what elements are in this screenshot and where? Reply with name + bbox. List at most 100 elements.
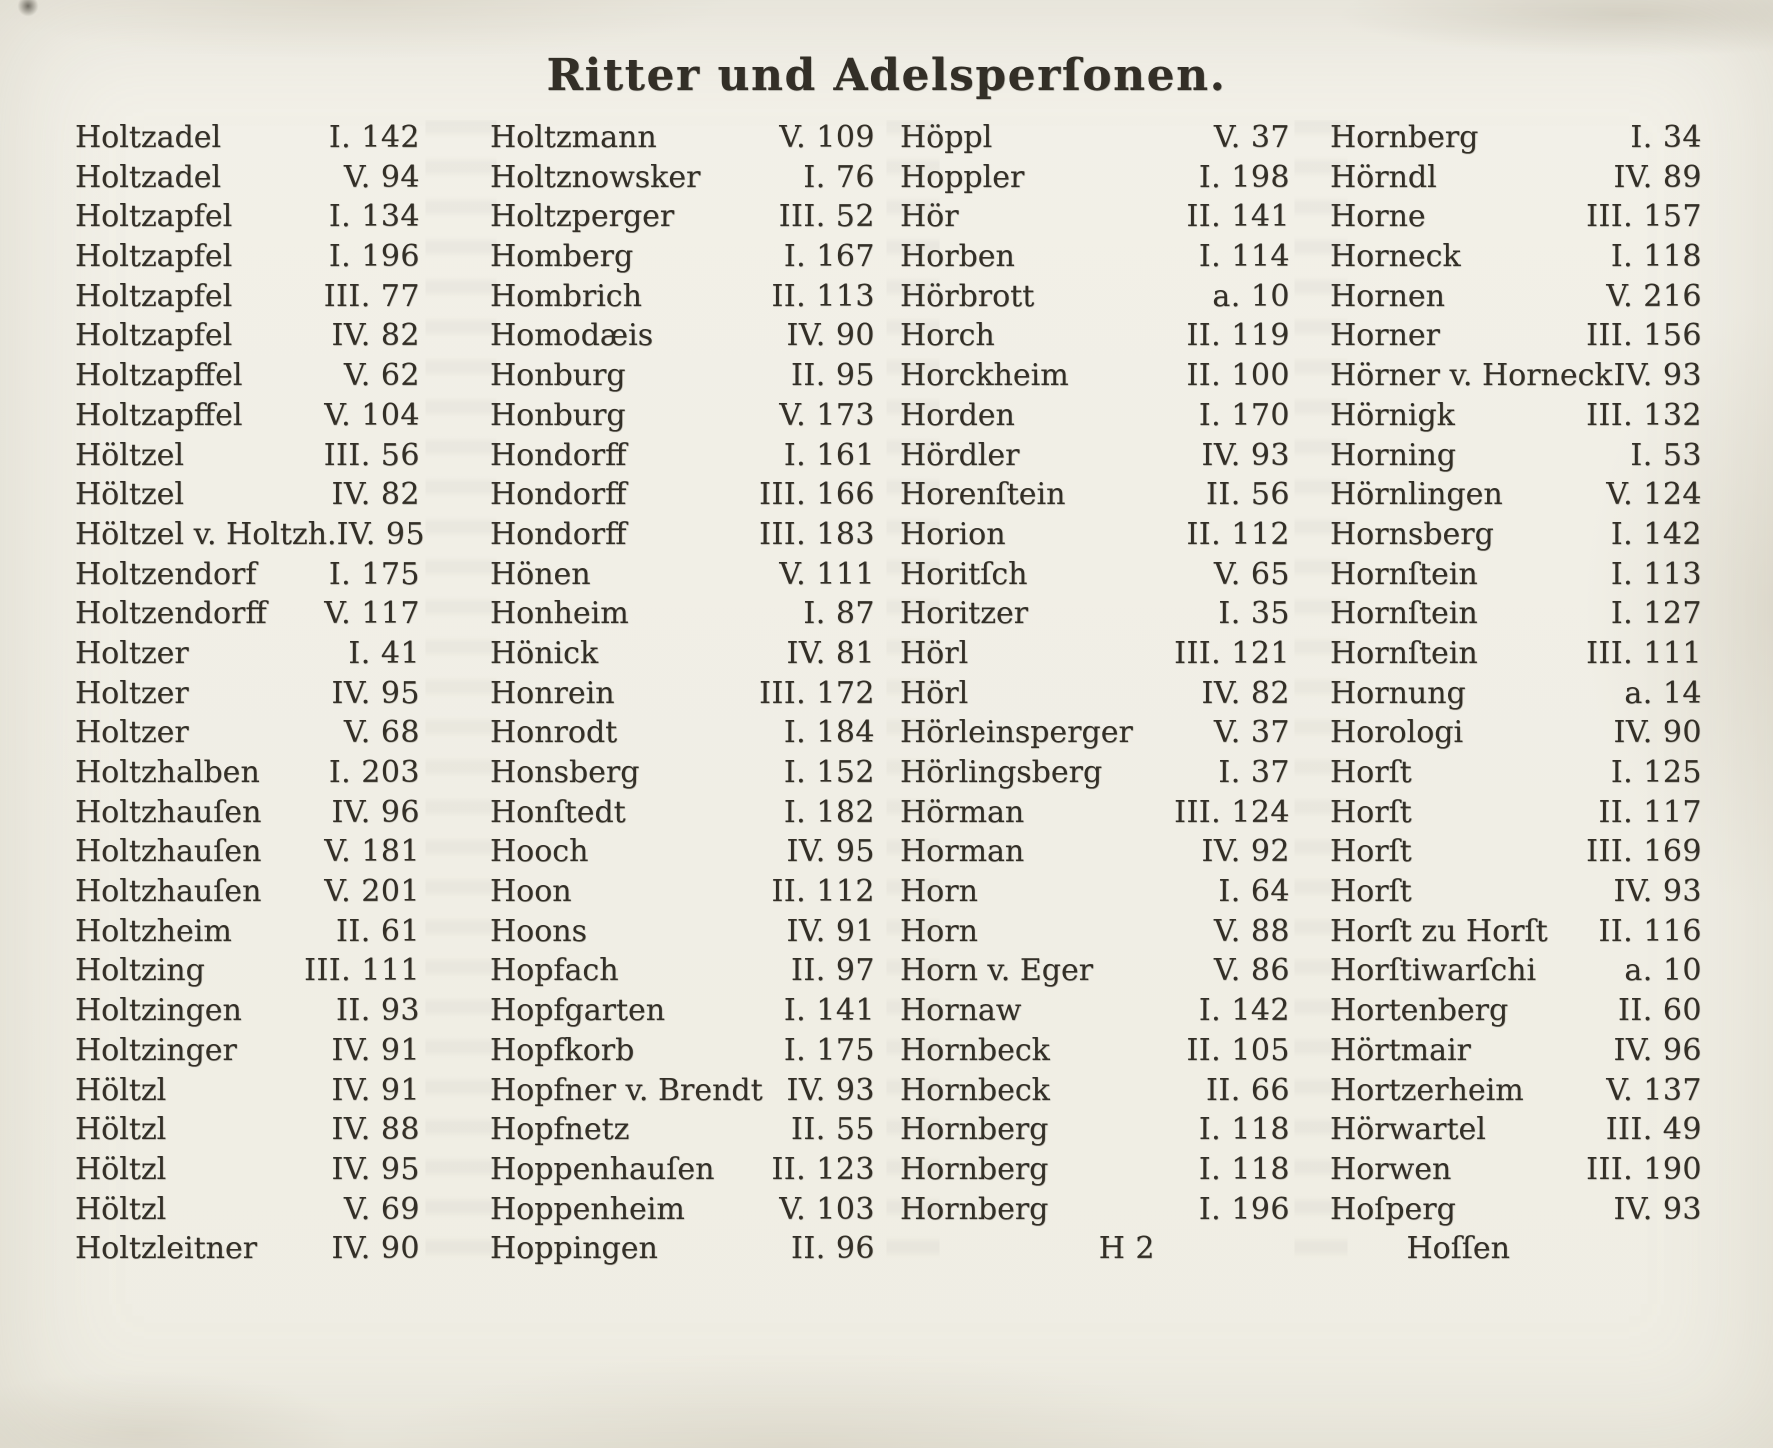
index-entry: Holtznowsker I. 76 [490,158,875,198]
index-entry: Hörl III. 121 [900,634,1290,674]
entry-name: Hopfgarten [490,993,666,1029]
page-title: Ritter und Adelsperſonen. [546,50,1227,101]
entry-ref: V. 109 [779,120,875,155]
index-entry: Holtzapffel V. 104 [75,396,420,436]
entry-name: Holtzingen [75,993,242,1029]
index-entry: Hornberg I. 118 [900,1150,1290,1190]
index-entry: Hornsberg I. 142 [1330,515,1702,555]
index-entry: Hörnlingen V. 124 [1330,475,1702,515]
entry-ref: I. 170 [1198,397,1290,433]
entry-name: Hopfner v. Brendt [490,1072,763,1108]
entry-name: Holtzapffel [75,358,243,394]
entry-name: Hornberg [900,1191,1049,1227]
index-entry: Hornbeck II. 105 [900,1031,1290,1071]
entry-name: Honrodt [490,715,618,751]
entry-ref: I. 64 [1218,874,1290,910]
entry-name: Höltzl [75,1112,167,1148]
index-entry: Horner III. 156 [1330,316,1702,356]
entry-ref: V. 68 [343,715,420,751]
entry-ref: V. 86 [1213,953,1290,989]
entry-ref: I. 118 [1198,1151,1290,1187]
index-entry: Holtzleitner IV. 90 [75,1229,420,1269]
entry-name: Horne [1330,199,1426,235]
entry-ref: I. 118 [1198,1112,1290,1148]
index-entry: Holtzer I. 41 [75,634,420,674]
entry-name: Holtzinger [75,1032,237,1068]
entry-name: Horckheim [900,358,1069,394]
entry-name: Hondorff [490,516,627,552]
entry-name: Horning [1330,437,1457,473]
entry-name: Hopfkorb [490,1032,635,1068]
entry-name: Horben [900,239,1015,275]
index-entry: Hondorff I. 161 [490,436,875,476]
index-entry: Höltzel v. Holtzh. IV. 95 [75,515,425,555]
index-entry: Hombrich II. 113 [490,277,875,317]
entry-ref: III. 190 [1586,1151,1702,1187]
entry-name: Hombrich [490,278,642,314]
entry-ref: a. 10 [1624,953,1702,989]
index-entry: Horn I. 64 [900,872,1290,912]
entry-ref: II. 141 [1186,199,1290,235]
index-entry: Holtzmann V. 109 [490,118,875,158]
entry-ref: II. 60 [1618,993,1702,1029]
entry-ref: IV. 95 [786,834,875,870]
entry-ref: IV. 90 [786,318,875,354]
index-entry: Homberg I. 167 [490,237,875,277]
index-columns: Holtzadel I. 142 Holtzadel V. 94 Holtzapfel I… [0,108,1773,1269]
index-entry: Hönen V. 111 [490,555,875,595]
entry-ref: III. 56 [323,437,420,473]
entry-ref: III. 132 [1586,397,1702,433]
entry-ref: IV. 82 [1201,675,1290,711]
index-entry: Holtzapfel I. 134 [75,197,420,237]
entry-ref: I. 175 [783,1032,875,1068]
index-entry: Hortenberg II. 60 [1330,991,1702,1031]
index-entry: Holtzer V. 68 [75,713,420,753]
entry-name: Holtzhauſen [75,874,262,910]
entry-name: Holtzer [75,635,189,671]
entry-name: Hörndl [1330,159,1437,195]
entry-name: Holtzapfel [75,278,233,314]
entry-ref: I. 182 [783,794,875,830]
entry-ref: IV. 96 [1613,1032,1702,1068]
index-entry: Hörman III. 124 [900,793,1290,833]
entry-ref: I. 161 [783,437,875,473]
entry-ref: II. 117 [1598,794,1702,830]
entry-ref: III. 121 [1174,635,1290,671]
index-entry: Hornſtein III. 111 [1330,634,1702,674]
entry-name: Hortzerheim [1330,1072,1524,1108]
entry-ref: IV. 95 [331,675,420,711]
entry-name: Honburg [490,397,626,433]
index-entry: Holtzingen II. 93 [75,991,420,1031]
entry-name: Hönick [490,635,599,671]
entry-name: Honrein [490,675,615,711]
entry-ref: II. 116 [1598,913,1702,949]
entry-ref: III. 111 [1586,635,1702,671]
index-entry: Horion II. 112 [900,515,1290,555]
entry-ref: IV. 82 [331,318,420,354]
entry-name: Hoons [490,913,588,949]
index-entry: Hörnigk III. 132 [1330,396,1702,436]
index-entry: Holtzperger III. 52 [490,197,875,237]
entry-name: Holtzer [75,715,189,751]
index-entry: Hopfnetz II. 55 [490,1110,875,1150]
entry-name: Holtzleitner [75,1231,258,1267]
entry-name: Hoſperg [1330,1191,1456,1227]
entry-name: Hör [900,199,959,235]
entry-ref: IV. 90 [331,1231,420,1267]
entry-ref: I. 142 [1610,516,1702,552]
index-entry: Horſt III. 169 [1330,832,1702,872]
index-entry: Hornen V. 216 [1330,277,1702,317]
entry-name: Horitzer [900,596,1029,632]
footer-row: H 2 [900,1229,1290,1269]
entry-ref: IV. 96 [331,794,420,830]
index-entry: Honburg V. 173 [490,396,875,436]
index-entry: Holtzendorf I. 175 [75,555,420,595]
index-entry: Horch II. 119 [900,316,1290,356]
index-entry: Hornaw I. 142 [900,991,1290,1031]
index-entry: Höltzl IV. 88 [75,1110,420,1150]
index-entry: Hoppler I. 198 [900,158,1290,198]
index-entry: Hörleinsperger V. 37 [900,713,1290,753]
entry-ref: V. 62 [343,358,420,394]
entry-name: Horn [900,913,978,949]
entry-ref: IV. 81 [786,635,875,671]
